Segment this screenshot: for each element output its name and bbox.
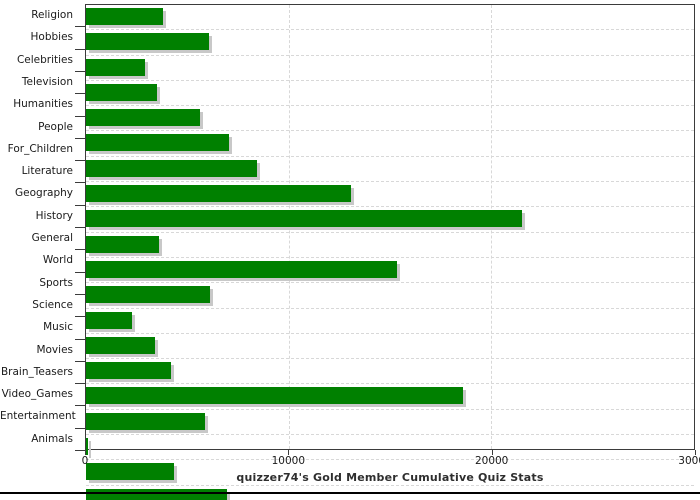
y-axis-label: Geography (15, 187, 73, 200)
category-tick (75, 48, 85, 50)
category-tick (75, 293, 85, 295)
y-axis-label: Music (43, 321, 73, 334)
bar (86, 488, 228, 500)
bar (86, 260, 397, 278)
bar-row (86, 159, 694, 183)
category-tick (75, 316, 85, 318)
bar-row (86, 286, 694, 309)
category-tick (75, 271, 85, 273)
y-axis-label: History (35, 209, 73, 222)
category-tick (75, 204, 85, 206)
plot-area (85, 4, 695, 500)
y-axis-label: Movies (36, 343, 73, 356)
bar (86, 362, 171, 380)
y-axis-label: For_Children (7, 142, 73, 155)
category-tick (75, 450, 85, 451)
bar-row (86, 260, 694, 284)
bar-row (86, 336, 694, 360)
category-tick (75, 249, 85, 251)
bar-row (86, 463, 694, 486)
y-axis-label: Hobbies (30, 31, 74, 44)
bar (86, 58, 146, 76)
bar-row (86, 58, 694, 81)
bar (86, 33, 210, 51)
category-tick (75, 338, 85, 340)
category-tick (75, 137, 85, 139)
bar (86, 438, 89, 456)
category-tick (75, 360, 85, 362)
bar-row (86, 438, 694, 461)
y-axis-label: Video_Games (1, 388, 73, 401)
x-axis-tick (85, 450, 86, 455)
category-tick (75, 70, 85, 72)
y-axis-label: Brain_Teasers (0, 365, 73, 378)
bar-row (86, 185, 694, 208)
y-axis-label: Sports (39, 276, 73, 289)
y-axis-label: Religion (31, 9, 73, 21)
bar-row (86, 362, 694, 385)
category-tick (75, 160, 85, 162)
category-tick (75, 26, 85, 28)
bar-row (86, 311, 694, 334)
x-axis-tick (491, 450, 493, 455)
x-tick-label: 20000 (474, 455, 509, 467)
bar-row (86, 83, 694, 107)
bar-row (86, 488, 694, 500)
x-axis-tick (288, 450, 290, 455)
bar-row (86, 134, 694, 157)
bar (86, 134, 230, 152)
bar (86, 109, 201, 127)
x-tick-label: 10000 (271, 455, 306, 467)
bar-row (86, 109, 694, 132)
y-axis-label: Science (32, 298, 73, 311)
bar-row (86, 33, 694, 56)
bar (86, 235, 159, 253)
y-axis-label: Entertainment (0, 410, 76, 423)
y-axis-label: World (42, 254, 73, 267)
bar (86, 210, 523, 228)
bars (86, 5, 694, 500)
y-axis-label: Television (21, 75, 73, 88)
x-tick-label: 30000 (678, 455, 700, 467)
y-axis-label: Humanities (13, 98, 73, 111)
bar (86, 311, 132, 329)
category-tick (75, 383, 85, 385)
category-tick (75, 405, 85, 407)
bar (86, 159, 257, 177)
bar (86, 286, 211, 304)
bar (86, 387, 463, 405)
y-axis-label: Celebrities (16, 53, 73, 66)
category-tick (75, 115, 85, 117)
category-tick (75, 227, 85, 228)
bar-row (86, 8, 694, 31)
bar-row (86, 235, 694, 258)
bar-row (86, 412, 694, 436)
bar (86, 336, 155, 354)
category-tick (75, 427, 85, 429)
bar-row (86, 210, 694, 233)
y-axis-label: People (38, 120, 73, 133)
bar (86, 83, 157, 101)
bar (86, 185, 351, 203)
category-tick (75, 182, 85, 184)
bar (86, 412, 205, 430)
bar (86, 463, 174, 481)
x-axis-tick (695, 450, 696, 455)
chart-title: quizzer74's Gold Member Cumulative Quiz … (236, 471, 544, 484)
y-axis-label: Literature (21, 165, 73, 178)
y-axis-label: General (31, 232, 73, 244)
x-tick-label: 0 (81, 455, 89, 467)
bottom-divider (0, 492, 700, 494)
bar-row (86, 387, 694, 410)
bar (86, 8, 163, 25)
y-axis-label: Animals (31, 432, 73, 445)
category-tick (75, 93, 85, 95)
